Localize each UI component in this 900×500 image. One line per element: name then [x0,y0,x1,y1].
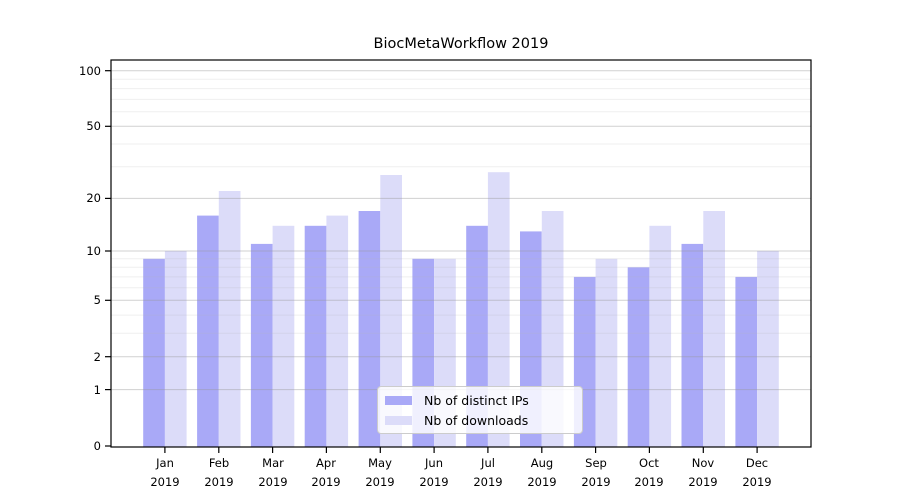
bar-dec-downloads [757,251,779,447]
bar-nov-downloads [703,211,725,447]
y-tick-label-20: 20 [86,191,101,205]
bar-may-distinct-ips [358,211,381,447]
bar-jan-downloads [164,251,187,447]
y-tick-label-2: 2 [93,350,101,364]
legend-entry-distinct-ips: Nb of distinct IPs [385,392,582,409]
legend-entry-downloads: Nb of downloads [385,412,582,429]
bar-mar-distinct-ips [250,243,273,447]
y-tick-label-100: 100 [79,64,101,78]
legend-swatch-distinct-ips [385,395,412,405]
x-tick-label-sep: Sep 2019 [581,456,611,489]
legend-swatch-downloads [385,415,412,425]
bar-oct-downloads [649,225,672,447]
y-tick-label-50: 50 [86,119,101,133]
bar-may-downloads [380,175,402,447]
bar-jan-distinct-ips [143,258,165,447]
bar-apr-distinct-ips [304,225,327,447]
y-tick-label-0: 0 [93,439,101,453]
bar-feb-downloads [218,191,241,447]
legend-label-distinct-ips: Nb of distinct IPs [424,392,529,408]
x-tick-label-jul: Jul 2019 [473,456,503,489]
x-tick-label-jan: Jan 2019 [150,456,180,489]
bar-nov-distinct-ips [681,243,704,447]
x-tick-label-dec: Dec 2019 [742,456,772,489]
y-tick-label-1: 1 [93,383,101,397]
legend: Nb of distinct IPs Nb of downloads [377,386,583,434]
bar-feb-distinct-ips [197,215,219,447]
bar-sep-downloads [595,258,618,447]
x-tick-label-apr: Apr 2019 [311,456,341,489]
plot-border [110,59,812,448]
legend-label-downloads: Nb of downloads [424,412,529,428]
bar-apr-downloads [326,215,349,447]
y-tick-label-10: 10 [86,244,101,258]
x-tick-label-oct: Oct 2019 [634,456,664,489]
x-tick-label-jun: Jun 2019 [419,456,449,489]
x-tick-label-nov: Nov 2019 [688,456,718,489]
x-tick-label-may: May 2019 [365,456,395,489]
chart-title: BiocMetaWorkflow 2019 [373,36,549,52]
bar-oct-distinct-ips [627,267,650,447]
bar-jul-downloads [487,172,510,447]
y-tick-label-5: 5 [93,293,101,307]
x-tick-label-aug: Aug 2019 [527,456,557,489]
bar-dec-distinct-ips [735,276,758,447]
x-tick-label-mar: Mar 2019 [258,456,288,489]
x-tick-label-feb: Feb 2019 [204,456,234,489]
bar-mar-downloads [272,225,295,447]
